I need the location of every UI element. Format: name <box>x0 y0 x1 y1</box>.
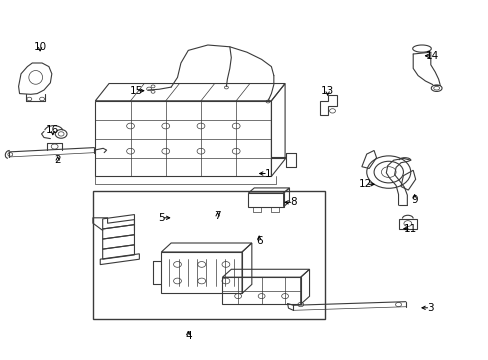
Text: 15: 15 <box>129 86 142 96</box>
Text: 7: 7 <box>214 211 221 221</box>
Text: 1: 1 <box>264 168 271 179</box>
Text: 5: 5 <box>158 213 164 223</box>
Text: 16: 16 <box>46 125 60 135</box>
Bar <box>93 191 325 319</box>
Text: 2: 2 <box>54 155 61 165</box>
Text: 4: 4 <box>184 330 191 341</box>
Text: 14: 14 <box>425 51 439 61</box>
Text: 9: 9 <box>410 195 417 205</box>
Text: 6: 6 <box>255 236 262 246</box>
Text: 8: 8 <box>289 197 296 207</box>
Text: 3: 3 <box>426 303 433 313</box>
Text: 11: 11 <box>403 224 417 234</box>
Text: 12: 12 <box>358 179 372 189</box>
Text: 13: 13 <box>320 86 334 96</box>
Text: 10: 10 <box>34 42 46 52</box>
